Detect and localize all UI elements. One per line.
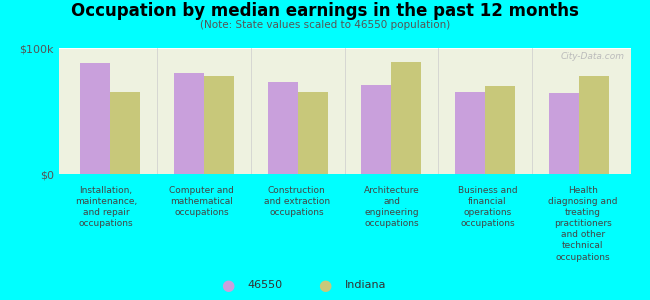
Text: Architecture
and
engineering
occupations: Architecture and engineering occupations bbox=[364, 186, 420, 228]
Bar bbox=[391, 62, 421, 174]
Bar bbox=[204, 76, 234, 174]
Bar bbox=[455, 92, 485, 174]
Text: Computer and
mathematical
occupations: Computer and mathematical occupations bbox=[169, 186, 234, 217]
Bar bbox=[549, 93, 579, 174]
Text: Business and
financial
operations
occupations: Business and financial operations occupa… bbox=[458, 186, 517, 228]
Text: (Note: State values scaled to 46550 population): (Note: State values scaled to 46550 popu… bbox=[200, 20, 450, 29]
Text: Indiana: Indiana bbox=[344, 280, 386, 290]
Text: ●: ● bbox=[221, 278, 234, 292]
Text: Health
diagnosing and
treating
practitioners
and other
technical
occupations: Health diagnosing and treating practitio… bbox=[548, 186, 617, 262]
Bar bbox=[110, 92, 140, 174]
Text: Occupation by median earnings in the past 12 months: Occupation by median earnings in the pas… bbox=[71, 2, 579, 20]
Bar bbox=[485, 86, 515, 174]
Text: ●: ● bbox=[318, 278, 332, 292]
Bar bbox=[80, 63, 110, 174]
Text: City-Data.com: City-Data.com bbox=[561, 52, 625, 61]
Bar bbox=[579, 76, 609, 174]
Bar bbox=[298, 92, 328, 174]
Bar bbox=[268, 82, 298, 174]
Text: 46550: 46550 bbox=[247, 280, 282, 290]
Text: Construction
and extraction
occupations: Construction and extraction occupations bbox=[264, 186, 330, 217]
Text: Installation,
maintenance,
and repair
occupations: Installation, maintenance, and repair oc… bbox=[75, 186, 137, 228]
Bar bbox=[361, 85, 391, 174]
Bar bbox=[174, 73, 204, 174]
